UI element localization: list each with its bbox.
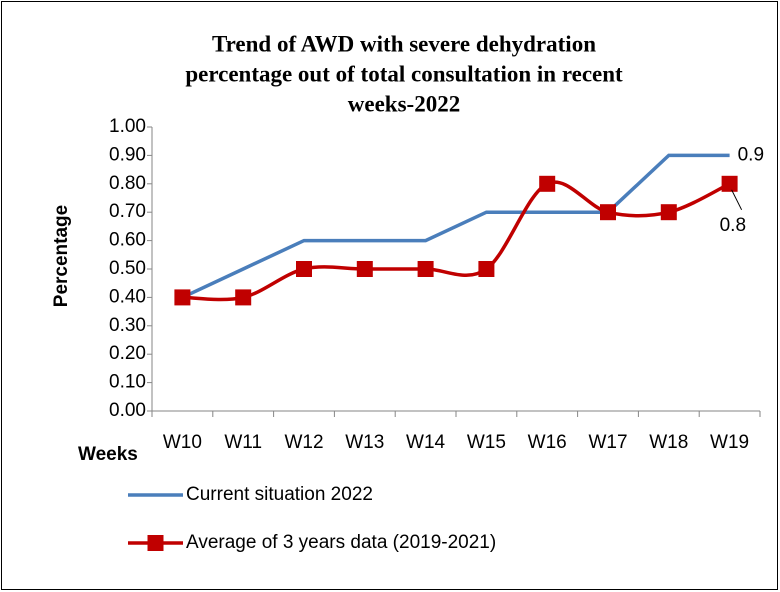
y-tick-label: 0.40: [109, 286, 146, 307]
data-label: 0.9: [738, 144, 764, 165]
marker: [539, 175, 556, 192]
x-tick-label: W13: [345, 432, 384, 453]
marker: [600, 204, 616, 221]
marker: [174, 289, 191, 306]
x-tick-label: W14: [406, 432, 446, 453]
y-tick-label: 0.20: [109, 343, 146, 364]
marker: [721, 175, 738, 192]
y-tick-label: 0.90: [109, 144, 146, 165]
chart-title: Trend of AWD with severe dehydration: [212, 31, 596, 56]
y-tick-label: 0.00: [109, 400, 146, 421]
x-tick-label: W18: [649, 432, 688, 453]
x-tick-label: W17: [588, 432, 627, 453]
x-tick-label: W19: [710, 432, 749, 453]
legend-label: Average of 3 years data (2019-2021): [186, 532, 496, 553]
y-tick-label: 0.10: [109, 372, 146, 393]
chart-title: weeks-2022: [348, 91, 460, 116]
marker: [356, 261, 373, 277]
marker: [296, 261, 312, 277]
series-line: [182, 180, 731, 302]
marker: [478, 261, 495, 277]
y-tick-label: 0.30: [109, 315, 146, 336]
legend-marker: [147, 535, 164, 551]
chart-title: percentage out of total consultation in …: [185, 61, 623, 86]
marker: [235, 289, 252, 306]
y-tick-label: 0.50: [109, 258, 146, 279]
y-tick-label: 0.70: [109, 201, 146, 222]
x-tick-label: W12: [284, 432, 323, 453]
x-axis-label: Weeks: [78, 444, 138, 465]
y-tick-label: 0.60: [109, 230, 146, 251]
marker: [417, 261, 434, 277]
leader-line: [731, 189, 743, 211]
x-tick-label: W10: [163, 432, 202, 453]
data-label: 0.8: [720, 215, 746, 236]
legend-label: Current situation 2022: [186, 484, 373, 505]
x-tick-label: W11: [224, 432, 262, 453]
series-line: [181, 153, 730, 299]
x-tick-label: W15: [467, 432, 506, 453]
y-axis-label: Percentage: [51, 205, 72, 307]
y-tick-label: 0.80: [109, 173, 146, 194]
y-tick-label: 1.00: [109, 116, 146, 137]
x-tick-label: W16: [528, 432, 567, 453]
marker: [660, 204, 677, 221]
